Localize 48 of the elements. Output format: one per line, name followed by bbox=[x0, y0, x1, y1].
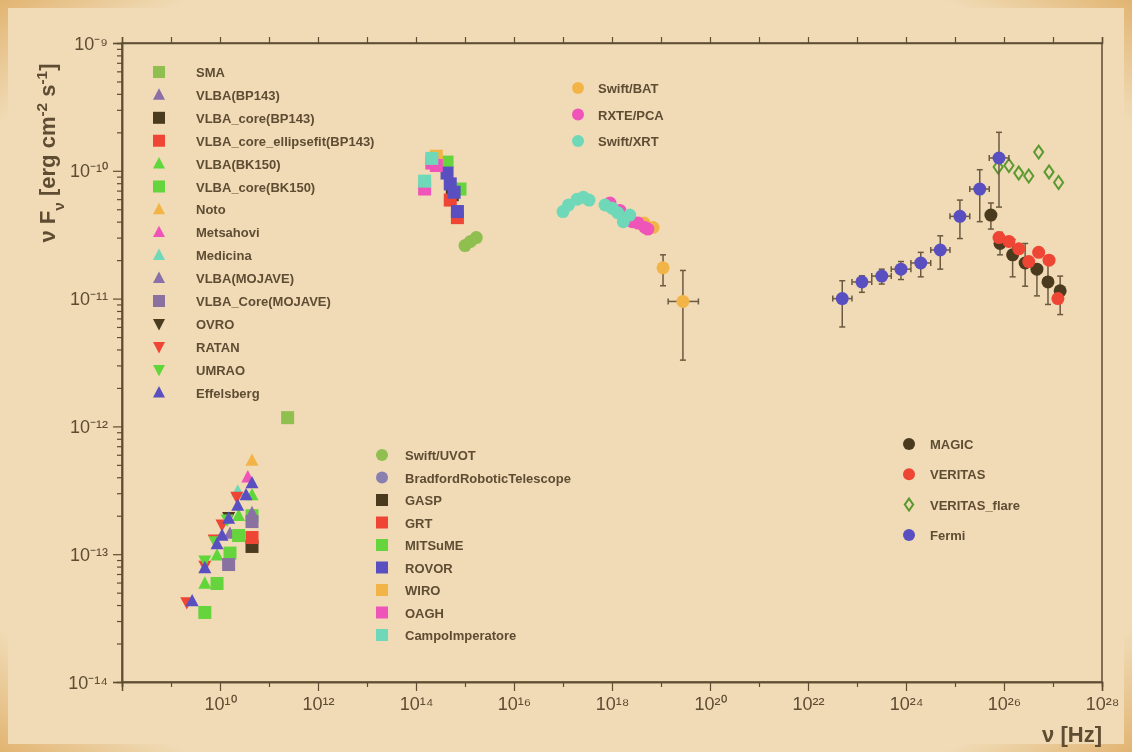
y-tick-label: 10⁻¹¹ bbox=[69, 289, 108, 310]
x-tick-label: 10¹² bbox=[302, 693, 335, 714]
legend-label: VLBA_core_ellipsefit(BP143) bbox=[196, 133, 375, 149]
legend-label: VLBA_core(BP143) bbox=[196, 110, 315, 126]
legend-label: VLBA_Core(MOJAVE) bbox=[196, 294, 331, 309]
x-tick-label: 10¹⁶ bbox=[497, 693, 532, 714]
legend-label: UMRAO bbox=[196, 362, 246, 378]
y-tick-label: 10⁻¹⁰ bbox=[69, 161, 108, 182]
y-tick-label: 10⁻⁹ bbox=[74, 33, 108, 54]
legend-label: VLBA_core(BK150) bbox=[196, 179, 316, 195]
legend-label: VERITAS_flare bbox=[930, 497, 1021, 513]
legend-label: MITSuME bbox=[405, 538, 464, 553]
x-tick-label: 10²⁶ bbox=[987, 693, 1022, 714]
legend-label: Swift/UVOT bbox=[405, 448, 476, 463]
x-tick-label: 10¹⁴ bbox=[399, 693, 434, 714]
legend-label: VLBA(BK150) bbox=[196, 156, 281, 172]
x-tick-label: 10²⁰ bbox=[694, 693, 727, 714]
legend-label: VLBA(BP143) bbox=[196, 87, 280, 103]
legend-label: MAGIC bbox=[930, 437, 974, 452]
legend-label: Metsahovi bbox=[196, 225, 260, 241]
y-tick-label: 10⁻¹² bbox=[69, 416, 108, 437]
x-tick-label: 10²² bbox=[792, 693, 825, 714]
legend-label: SMA bbox=[196, 65, 226, 80]
legend-label: GRT bbox=[405, 515, 433, 531]
y-tick-label: 10⁻¹³ bbox=[69, 544, 108, 565]
y-tick-label: 10⁻¹⁴ bbox=[68, 672, 108, 693]
legend-label: RXTE/PCA bbox=[598, 107, 665, 123]
legend-label: CampoImperatore bbox=[405, 628, 517, 643]
legend-label: Noto bbox=[196, 202, 226, 218]
legend-label: VERITAS bbox=[930, 467, 986, 483]
legend-label: WIRO bbox=[405, 583, 441, 598]
x-axis-title: ν [Hz] bbox=[1042, 722, 1102, 747]
legend-label: Fermi bbox=[930, 527, 966, 543]
legend-label: Medicina bbox=[196, 248, 253, 264]
legend-label: BradfordRoboticTelescope bbox=[405, 470, 571, 486]
legend-label: GASP bbox=[405, 493, 443, 508]
legend-label: VLBA(MOJAVE) bbox=[196, 271, 294, 287]
x-tick-label: 10¹⁸ bbox=[595, 693, 630, 714]
legend-label: Swift/XRT bbox=[598, 134, 659, 149]
x-tick-label: 10²⁴ bbox=[889, 693, 924, 714]
legend-label: OVRO bbox=[196, 316, 235, 332]
legend-label: Effelsberg bbox=[196, 385, 260, 401]
x-tick-label: 10¹⁰ bbox=[204, 693, 237, 714]
legend-label: OAGH bbox=[405, 605, 444, 621]
legend-label: RATAN bbox=[196, 339, 240, 355]
legend-label: Swift/BAT bbox=[598, 81, 659, 96]
legend-label: ROVOR bbox=[405, 560, 454, 576]
x-tick-label: 10²⁸ bbox=[1085, 693, 1120, 714]
